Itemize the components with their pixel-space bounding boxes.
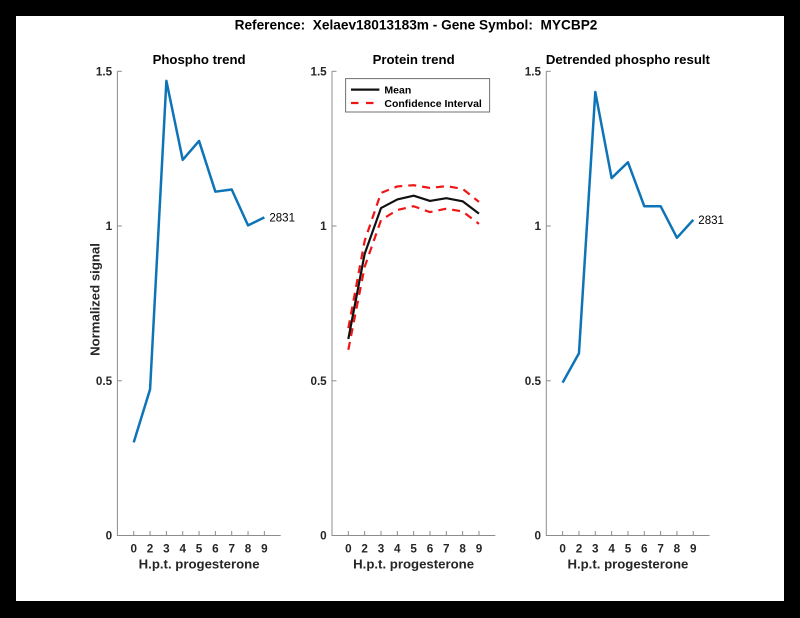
svg-text:Normalized signal: Normalized signal [87,243,102,356]
svg-text:4: 4 [394,543,401,556]
svg-text:4: 4 [179,543,186,556]
svg-text:8: 8 [459,543,466,556]
svg-text:5: 5 [196,543,203,556]
svg-text:6: 6 [212,543,219,556]
svg-text:4: 4 [608,543,615,556]
svg-text:0: 0 [320,530,327,543]
svg-text:7: 7 [443,543,450,556]
svg-text:2831: 2831 [269,213,295,225]
svg-text:6: 6 [641,543,648,556]
svg-text:0: 0 [130,543,137,556]
svg-text:2: 2 [147,543,154,556]
svg-text:1: 1 [106,220,113,233]
svg-text:2: 2 [361,543,368,556]
svg-text:1: 1 [534,220,541,233]
svg-text:8: 8 [674,543,681,556]
svg-text:3: 3 [163,543,170,556]
svg-text:Reference: Xelaev18013183m -: Reference: Xelaev18013183m - Gene Symbol… [235,17,598,32]
svg-text:9: 9 [261,543,268,556]
svg-text:1.5: 1.5 [96,66,113,79]
svg-text:0: 0 [559,543,566,556]
svg-text:0: 0 [345,543,352,556]
svg-text:2: 2 [576,543,583,556]
svg-text:9: 9 [476,543,483,556]
svg-text:0.5: 0.5 [525,375,542,388]
svg-text:9: 9 [690,543,697,556]
svg-text:0: 0 [534,530,541,543]
svg-text:Detrended phospho result: Detrended phospho result [546,52,711,67]
svg-text:5: 5 [410,543,417,556]
svg-text:0: 0 [106,530,113,543]
svg-text:8: 8 [245,543,252,556]
svg-text:1: 1 [320,220,327,233]
svg-text:H.p.t. progesterone: H.p.t. progesterone [567,557,688,572]
svg-text:5: 5 [625,543,632,556]
svg-text:Confidence Interval: Confidence Interval [384,98,482,110]
svg-text:3: 3 [378,543,385,556]
svg-text:0.5: 0.5 [310,375,327,388]
svg-text:1.5: 1.5 [310,66,327,79]
svg-text:1.5: 1.5 [525,66,542,79]
svg-text:0.5: 0.5 [96,375,113,388]
svg-text:2831: 2831 [698,215,724,227]
svg-text:7: 7 [657,543,664,556]
svg-text:7: 7 [228,543,235,556]
svg-text:Mean: Mean [384,84,411,96]
svg-text:Phospho trend: Phospho trend [153,52,246,67]
svg-text:H.p.t. progesterone: H.p.t. progesterone [139,557,260,572]
svg-text:H.p.t. progesterone: H.p.t. progesterone [353,557,474,572]
svg-text:3: 3 [592,543,599,556]
svg-text:Protein trend: Protein trend [373,52,455,67]
svg-text:6: 6 [427,543,434,556]
